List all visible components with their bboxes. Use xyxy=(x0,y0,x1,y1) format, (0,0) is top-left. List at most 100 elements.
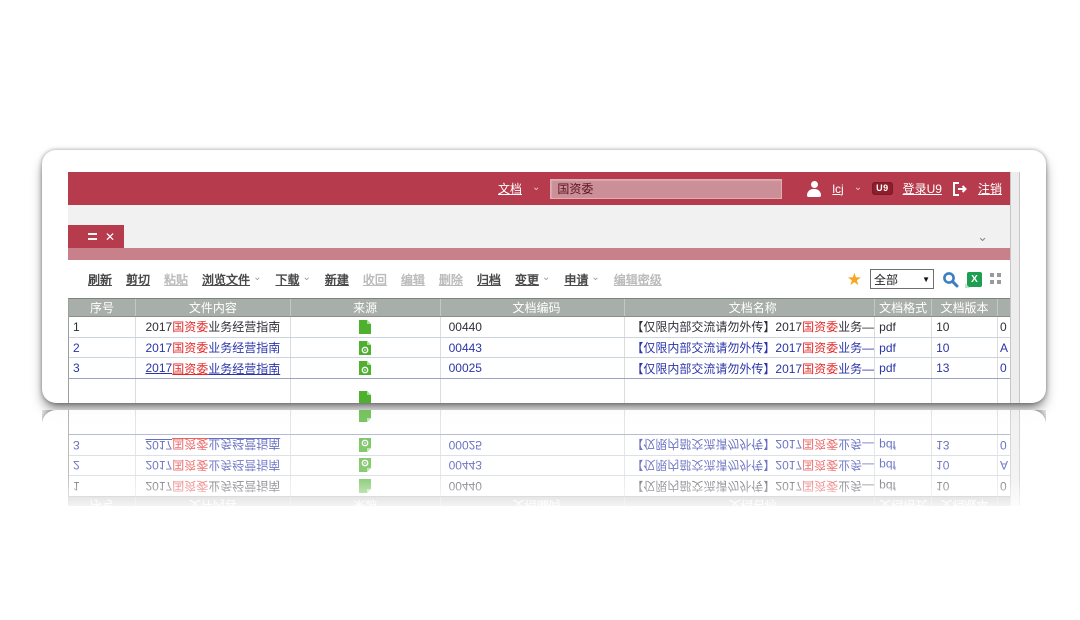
cell-code: 00440 xyxy=(440,476,626,496)
new-button[interactable]: 新建 xyxy=(324,272,349,287)
content-text: 2017 xyxy=(145,361,173,376)
person-icon xyxy=(806,180,822,197)
table-row-partial xyxy=(69,410,1010,434)
close-icon[interactable]: ✕ xyxy=(104,229,115,244)
change-button[interactable]: 变更 ⌄ xyxy=(514,272,551,287)
search-highlight: 国资委 xyxy=(172,341,209,355)
col-header-name: 文档名称 xyxy=(625,299,876,316)
search-highlight: 国资委 xyxy=(802,458,839,472)
docname-text: 【仅限内部交流请勿外传】2017 xyxy=(631,341,803,355)
cell-content[interactable]: 2017 国资委 业务经营指南 xyxy=(136,317,291,337)
refresh-button[interactable]: 刷新 xyxy=(88,272,113,287)
table-row[interactable]: 1 2017 国资委 业务经营指南 00440 【仅限内部交流请勿外传】2017 国… xyxy=(69,317,1010,338)
document-disc-icon xyxy=(359,361,372,376)
chevron-down-icon: ⌄ xyxy=(302,272,311,283)
cell-format: pdf xyxy=(875,358,933,379)
chevron-down-icon[interactable]: ⌄ xyxy=(977,229,988,244)
docname-text: 【仅限内部交流请勿外传】2017 xyxy=(631,478,803,493)
scrollbar-track[interactable] xyxy=(1010,172,1020,403)
favorite-star-icon[interactable]: ★ xyxy=(846,269,862,289)
document-icon xyxy=(359,391,372,403)
content-text: 业务经营指南 xyxy=(208,458,281,472)
cell-seq: 2 xyxy=(69,455,136,476)
col-header-version: 文档版本 xyxy=(932,299,999,316)
cell-version: 13 xyxy=(932,434,999,455)
cell-extra: 0 xyxy=(1000,361,1007,376)
cell-docname: 【仅限内部交流请勿外传】2017 国资委 业务— xyxy=(625,455,876,476)
cell-docname[interactable]: 【仅限内部交流请勿外传】2017 国资委 业务— xyxy=(625,317,876,337)
cell-docname[interactable]: 【仅限内部交流请勿外传】2017 国资委 业务— xyxy=(625,337,876,358)
cell-content: 2017 国资委 业务经营指南 xyxy=(135,434,291,455)
search-highlight: 国资委 xyxy=(802,361,839,376)
table-row[interactable]: 3 2017 国资委 业务经营指南 00025 【仅限内部交流请 xyxy=(69,358,1010,380)
cell-source xyxy=(291,337,441,358)
document-disc-icon xyxy=(359,437,372,452)
docname-text: 业务— xyxy=(838,437,875,452)
edit-button: 编辑 xyxy=(400,272,425,287)
login-u9-link[interactable]: 登录U9 xyxy=(902,182,942,196)
apply-button[interactable]: 申请 ⌄ xyxy=(564,272,600,287)
document-icon xyxy=(359,319,372,334)
content-text: 业务经营指南 xyxy=(208,320,281,335)
content-text: 业务经营指南 xyxy=(208,437,281,452)
filter-select[interactable]: 全部 ▼ xyxy=(870,269,934,289)
content-text: 2017 xyxy=(145,458,173,473)
cell-extra: A xyxy=(1000,340,1009,355)
doc-menu-link[interactable]: 文档 xyxy=(497,182,522,196)
download-button[interactable]: 下载 ⌄ xyxy=(275,272,311,287)
col-header-format: 文档格式 xyxy=(875,497,933,506)
cell-source xyxy=(290,455,441,476)
logout-link[interactable]: 注销 xyxy=(977,182,1002,196)
cell-source xyxy=(291,358,441,379)
browse-files-button[interactable]: 浏览文件 ⌄ xyxy=(202,272,262,287)
cut-button[interactable]: 剪切 xyxy=(126,272,151,287)
content-text: 业务经营指南 xyxy=(208,478,281,493)
docname-text: 【仅限内部交流请勿外传】2017 xyxy=(631,458,803,472)
cell-docname[interactable]: 【仅限内部交流请勿外传】2017 国资委 业务— xyxy=(625,358,876,379)
docname-text: 业务— xyxy=(838,361,875,376)
col-header-code: 文档编码 xyxy=(440,497,626,506)
col-header-content: 文件内容 xyxy=(135,497,291,506)
chevron-down-icon[interactable]: ⌄ xyxy=(853,181,863,193)
cell-version: 10 xyxy=(932,455,999,476)
docname-text: 【仅限内部交流请勿外传】2017 xyxy=(631,320,803,335)
col-header-content: 文件内容 xyxy=(136,299,291,316)
subheader-strip xyxy=(68,248,1010,260)
cell-seq: 3 xyxy=(69,358,136,379)
table-row-partial[interactable] xyxy=(69,379,1010,403)
expand-icon[interactable] xyxy=(990,273,1002,285)
logout-icon[interactable] xyxy=(952,181,968,196)
search-highlight: 国资委 xyxy=(172,478,209,493)
app-viewport: 文档 ⌄ lcj ⌄ U9 登录U9 注销 xyxy=(68,410,1020,506)
tab-documents[interactable]: ✕ xyxy=(68,225,124,248)
cell-extra: 0 xyxy=(1000,319,1007,334)
cell-code: 00443 xyxy=(441,337,626,358)
search-input[interactable] xyxy=(550,178,783,199)
content-text: 2017 xyxy=(145,319,173,334)
search-highlight: 国资委 xyxy=(172,458,209,472)
table-row[interactable]: 2 2017 国资委 业务经营指南 00443 【仅限内部交流请 xyxy=(69,337,1010,359)
search-highlight: 国资委 xyxy=(172,437,209,452)
cell-format: pdf xyxy=(875,434,933,455)
docname-text: 【仅限内部交流请勿外传】2017 xyxy=(631,437,803,452)
table-header-row: 序号 文件内容 来源 文档编码 文档名称 文档格式 文档版本 xyxy=(69,496,1010,506)
document-table: 序号 文件内容 来源 文档编码 文档名称 文档格式 文档版本 1 2017 国资… xyxy=(68,298,1010,403)
cell-content[interactable]: 2017 国资委 业务经营指南 xyxy=(136,337,291,358)
recall-button: 收回 xyxy=(362,272,387,287)
cell-source xyxy=(290,476,441,496)
scrollbar-track xyxy=(1010,410,1020,506)
docname-text: 业务— xyxy=(838,320,875,335)
cell-docname: 【仅限内部交流请勿外传】2017 国资委 业务— xyxy=(625,434,876,455)
export-excel-icon[interactable]: X xyxy=(965,271,982,288)
search-highlight: 国资委 xyxy=(172,320,209,335)
cell-content[interactable]: 2017 国资委 业务经营指南 xyxy=(136,358,291,379)
cell-format: pdf xyxy=(875,455,933,476)
content-text: 业务经营指南 xyxy=(208,341,281,355)
app-main: 文档 ⌄ lcj ⌄ U9 登录U9 注销 xyxy=(68,410,1010,506)
cell-docname: 【仅限内部交流请勿外传】2017 国资委 业务— xyxy=(625,476,876,496)
username-link[interactable]: lcj xyxy=(832,181,844,196)
table-header-row: 序号 文件内容 来源 文档编码 文档名称 文档格式 文档版本 xyxy=(69,299,1010,317)
chevron-down-icon[interactable]: ⌄ xyxy=(532,181,541,193)
archive-button[interactable]: 归档 xyxy=(476,272,501,287)
search-icon[interactable] xyxy=(942,271,959,288)
